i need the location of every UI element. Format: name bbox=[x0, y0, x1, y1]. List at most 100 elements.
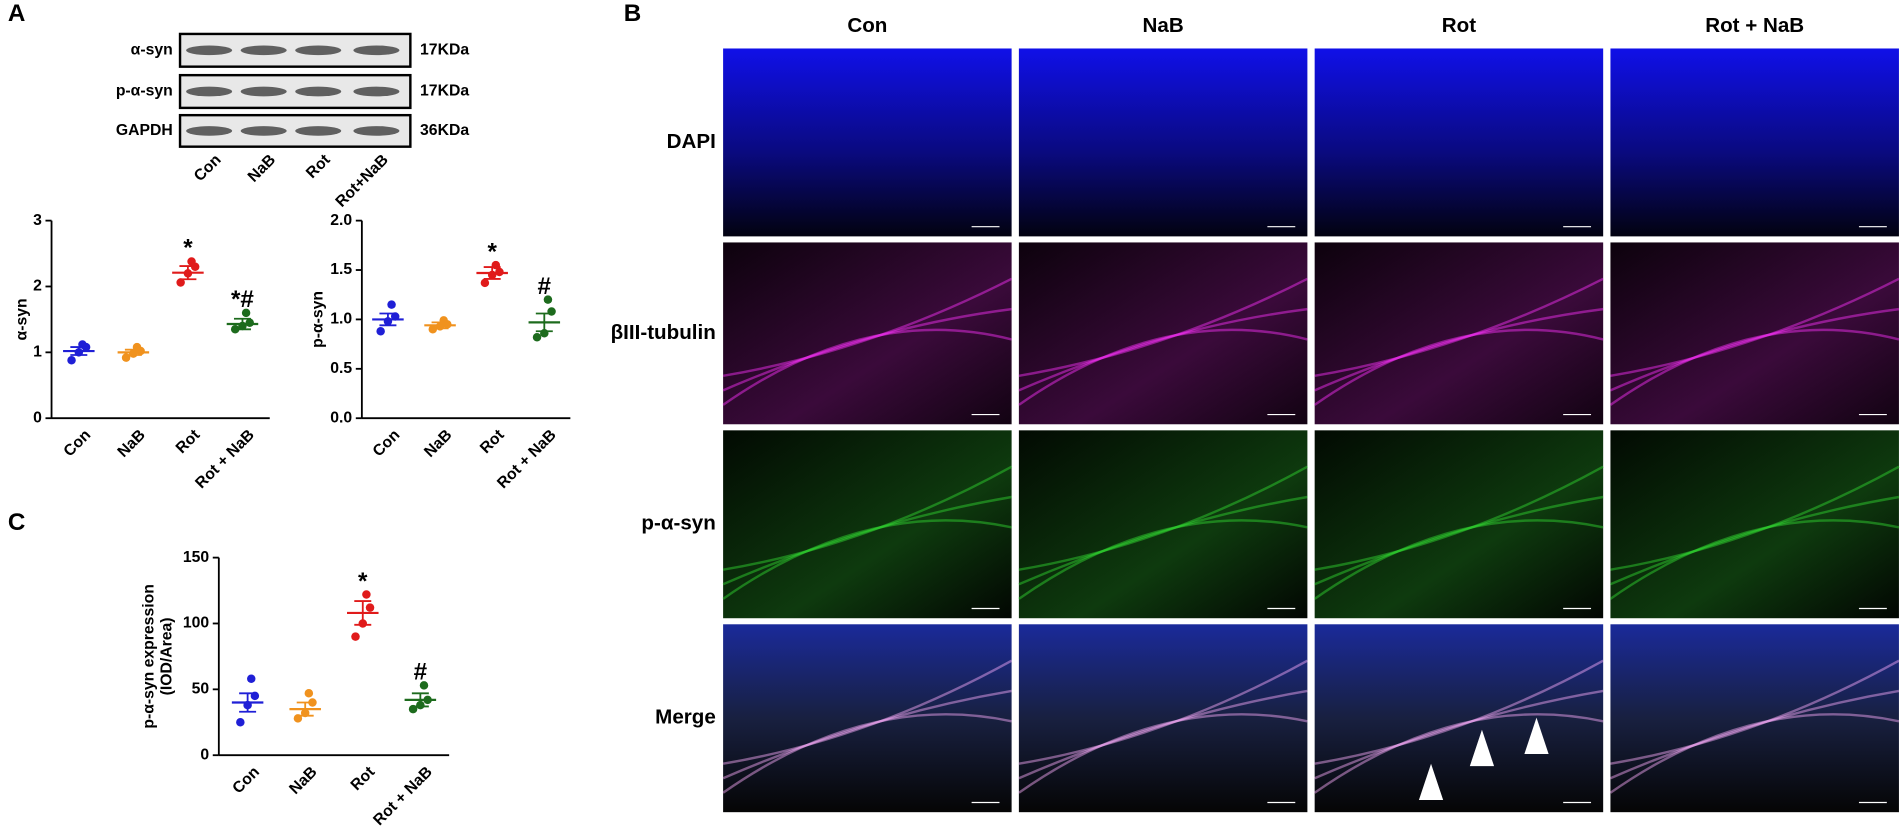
tissue-streak bbox=[1314, 689, 1604, 780]
micrograph bbox=[1610, 430, 1899, 619]
data-point bbox=[387, 300, 396, 309]
x-tick-label: Rot bbox=[477, 426, 508, 457]
tissue-streak bbox=[1018, 713, 1308, 794]
micrograph bbox=[1018, 48, 1308, 237]
y-tick-label: 0 bbox=[33, 409, 42, 426]
column-header: Rot + NaB bbox=[1705, 14, 1804, 37]
micrograph bbox=[1610, 624, 1899, 813]
tissue-streak bbox=[1018, 495, 1308, 586]
arrowhead bbox=[1418, 763, 1444, 801]
data-point bbox=[176, 278, 185, 287]
tissue-streak bbox=[722, 495, 1012, 586]
micrograph bbox=[723, 624, 1012, 813]
tissue-streak bbox=[1314, 495, 1604, 586]
tissue-streak bbox=[1018, 328, 1308, 406]
micrograph bbox=[1314, 624, 1604, 813]
data-point bbox=[547, 307, 556, 316]
protein-size: 36KDa bbox=[420, 122, 469, 139]
y-tick-label: 1.0 bbox=[330, 311, 352, 328]
tissue-streak bbox=[1610, 465, 1900, 571]
y-axis-label: p-α-syn expression bbox=[140, 584, 157, 728]
tissue-streak bbox=[1610, 277, 1900, 377]
data-point bbox=[67, 356, 76, 365]
micrograph bbox=[723, 48, 1012, 237]
x-tick-label: Con bbox=[229, 763, 263, 797]
micrograph bbox=[1018, 430, 1308, 619]
protein-label: α-syn bbox=[131, 41, 173, 58]
tissue-streak bbox=[722, 713, 1012, 794]
micrograph bbox=[1314, 48, 1604, 237]
column-header: Rot bbox=[1442, 14, 1476, 37]
x-tick-label: Rot bbox=[348, 763, 379, 794]
panel-label: C bbox=[8, 509, 26, 536]
data-point bbox=[187, 257, 196, 266]
data-point bbox=[241, 308, 251, 318]
row-label: Merge bbox=[655, 706, 716, 729]
tissue-streak bbox=[1018, 659, 1308, 765]
y-tick-label: 0.5 bbox=[330, 360, 352, 377]
data-point bbox=[543, 295, 553, 304]
micrograph bbox=[723, 242, 1012, 425]
x-tick-label: Con bbox=[370, 427, 404, 461]
y-tick-label: 2.0 bbox=[330, 212, 352, 229]
tissue-streak bbox=[1314, 277, 1604, 377]
protein-label: p-α-syn bbox=[116, 83, 173, 100]
y-tick-label: 0 bbox=[200, 746, 209, 763]
tissue-streak bbox=[1314, 659, 1604, 765]
data-point bbox=[351, 632, 360, 641]
blot-band bbox=[240, 86, 287, 97]
micrograph bbox=[1314, 242, 1604, 425]
tissue-streak bbox=[722, 465, 1013, 571]
lane-label: Rot+NaB bbox=[333, 151, 392, 210]
blot-band bbox=[186, 45, 233, 56]
panel-label: A bbox=[8, 0, 26, 27]
blot-band bbox=[186, 126, 233, 136]
x-tick-label: Rot + NaB bbox=[370, 763, 436, 829]
tissue-streak bbox=[1609, 495, 1900, 586]
x-tick-label: Rot bbox=[173, 426, 204, 457]
x-tick-label: NaB bbox=[421, 427, 455, 461]
x-tick-label: Rot + NaB bbox=[192, 427, 258, 493]
data-point bbox=[304, 689, 314, 698]
micrograph bbox=[1610, 242, 1899, 425]
significance-mark: # bbox=[538, 273, 552, 300]
tissue-streak bbox=[1314, 465, 1604, 571]
lane-label: Rot bbox=[303, 151, 334, 182]
significance-mark: * bbox=[183, 235, 193, 262]
data-point bbox=[247, 674, 256, 684]
tissue-streak bbox=[1609, 689, 1900, 780]
arrowheads bbox=[1418, 717, 1549, 801]
data-point bbox=[362, 590, 371, 599]
y-tick-label: 2 bbox=[33, 278, 42, 295]
tissue-streak bbox=[1018, 689, 1308, 780]
tissue-streak bbox=[722, 519, 1012, 600]
tissue-streak bbox=[1314, 307, 1604, 392]
data-point bbox=[376, 327, 385, 336]
protein-label: GAPDH bbox=[116, 122, 173, 139]
significance-mark: * bbox=[487, 238, 497, 265]
y-tick-label: 50 bbox=[192, 680, 210, 697]
data-point bbox=[419, 681, 429, 690]
data-point bbox=[236, 718, 245, 727]
tissue-streak bbox=[1018, 465, 1308, 571]
protein-size: 17KDa bbox=[420, 83, 469, 100]
significance-mark: # bbox=[414, 659, 428, 686]
lane-label: NaB bbox=[245, 151, 279, 185]
arrowhead bbox=[1469, 729, 1495, 767]
panel-label: B bbox=[624, 0, 642, 27]
y-axis-label: α-syn bbox=[14, 298, 31, 340]
y-axis-label: (IOD/Area) bbox=[158, 617, 175, 695]
tissue-streak bbox=[1610, 659, 1900, 765]
blot-band bbox=[353, 45, 400, 56]
column-header: Con bbox=[847, 14, 887, 37]
micrograph bbox=[1314, 430, 1604, 619]
tissue-streak bbox=[1609, 328, 1900, 406]
significance-mark: *# bbox=[231, 286, 254, 313]
blot-band bbox=[353, 86, 400, 97]
blot-band bbox=[240, 126, 287, 136]
row-label: DAPI bbox=[667, 130, 716, 153]
tissue-streak bbox=[1018, 307, 1308, 392]
tissue-streak bbox=[722, 689, 1012, 780]
